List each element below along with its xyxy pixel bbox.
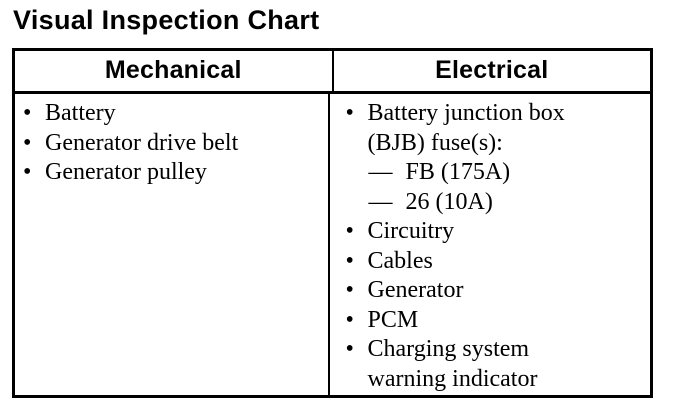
table-header-row: Mechanical Electrical — [15, 51, 650, 94]
list-item-label: Charging system warning indicator — [367, 336, 538, 392]
list-item: • Cables — [346, 247, 647, 277]
bullet-icon: • — [345, 247, 354, 274]
bullet-icon: • — [23, 159, 32, 185]
electrical-column-cell: • Battery junction box (BJB) fuse(s): — … — [330, 94, 651, 395]
list-item-label: PCM — [367, 306, 419, 333]
bullet-icon: • — [345, 218, 354, 244]
visual-inspection-table: Mechanical Electrical • Battery • Genera… — [12, 48, 653, 398]
bullet-icon: • — [345, 277, 354, 303]
list-item: • Battery junction box (BJB) fuse(s): — [346, 99, 647, 158]
list-item: • Generator drive belt — [23, 129, 324, 159]
dash-icon: — — [368, 159, 393, 185]
sub-list-item-label: FB (175A) — [405, 159, 511, 185]
table-body-row: • Battery • Generator drive belt • Gener… — [15, 94, 650, 395]
sub-list-item: — 26 (10A) — [346, 188, 647, 218]
list-item-label: Generator — [367, 277, 464, 303]
list-item-label: Generator drive belt — [45, 129, 239, 156]
column-header-mechanical: Mechanical — [15, 51, 334, 91]
list-item: • Generator pulley — [23, 158, 324, 188]
list-item: • Battery — [23, 99, 324, 129]
column-header-electrical: Electrical — [435, 56, 549, 84]
bullet-icon: • — [345, 306, 354, 333]
bullet-icon: • — [23, 100, 32, 126]
sub-list-item-label: 26 (10A) — [405, 188, 493, 215]
list-item: • PCM — [346, 306, 647, 336]
list-item: • Circuitry — [346, 217, 647, 247]
page-title: Visual Inspection Chart — [13, 5, 320, 35]
list-item-label: Circuitry — [367, 218, 455, 244]
list-item-label: Battery — [45, 100, 116, 126]
dash-icon: — — [368, 188, 393, 215]
list-item-label: Generator pulley — [45, 159, 207, 185]
list-item-label: Battery junction box (BJB) fuse(s): — [367, 100, 565, 156]
bullet-icon: • — [345, 336, 354, 362]
list-item: • Generator — [346, 276, 647, 306]
bullet-icon: • — [345, 100, 354, 126]
list-item-label: Cables — [367, 247, 433, 274]
mechanical-column-cell: • Battery • Generator drive belt • Gener… — [15, 94, 330, 395]
bullet-icon: • — [23, 129, 32, 156]
sub-list-item: — FB (175A) — [346, 158, 647, 188]
list-item: • Charging system warning indicator — [346, 335, 647, 394]
